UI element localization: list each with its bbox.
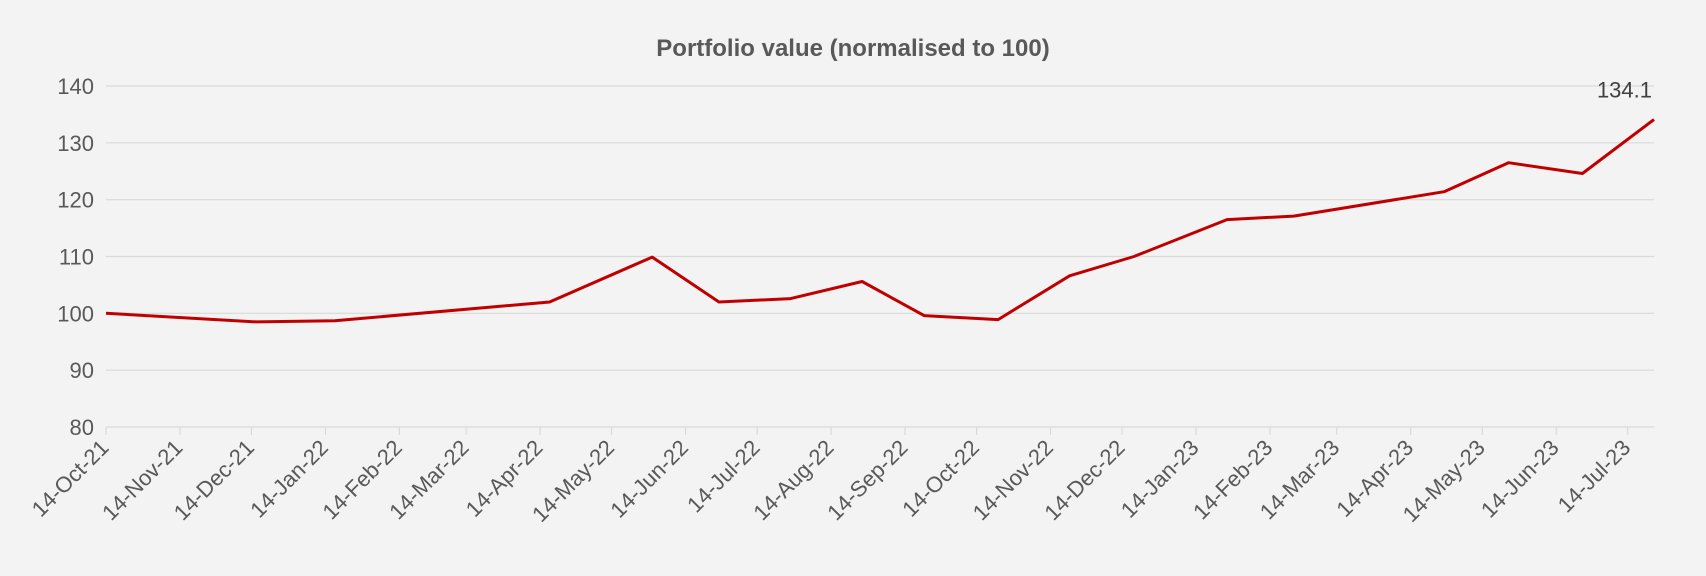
x-tick-label: 14-Jun-23 — [1476, 435, 1564, 523]
x-tick-label: 14-Jul-23 — [1553, 435, 1636, 518]
y-tick-label: 100 — [57, 301, 94, 326]
series-layer — [105, 118, 1655, 324]
y-tick-label: 120 — [57, 188, 94, 213]
x-tick-label: 14-Jun-22 — [605, 435, 693, 523]
x-tick-label: 14-Sep-22 — [822, 435, 912, 525]
data-labels: 134.1 — [1597, 78, 1652, 103]
y-tick-label: 110 — [59, 245, 94, 270]
y-tick-label: 140 — [57, 74, 94, 99]
chart-title: Portfolio value (normalised to 100) — [656, 35, 1049, 62]
series-line-portfolio-value — [105, 118, 1655, 324]
y-axis: 80 90 100 110 120 130 140 — [57, 74, 94, 440]
x-axis: 14-Oct-2114-Nov-2114-Dec-2114-Jan-2214-F… — [27, 427, 1636, 527]
y-tick-label: 80 — [70, 415, 94, 440]
y-tick-label: 130 — [57, 131, 94, 156]
data-label-last-value: 134.1 — [1597, 78, 1652, 103]
gridlines — [106, 85, 1654, 428]
y-tick-label: 90 — [70, 358, 94, 383]
